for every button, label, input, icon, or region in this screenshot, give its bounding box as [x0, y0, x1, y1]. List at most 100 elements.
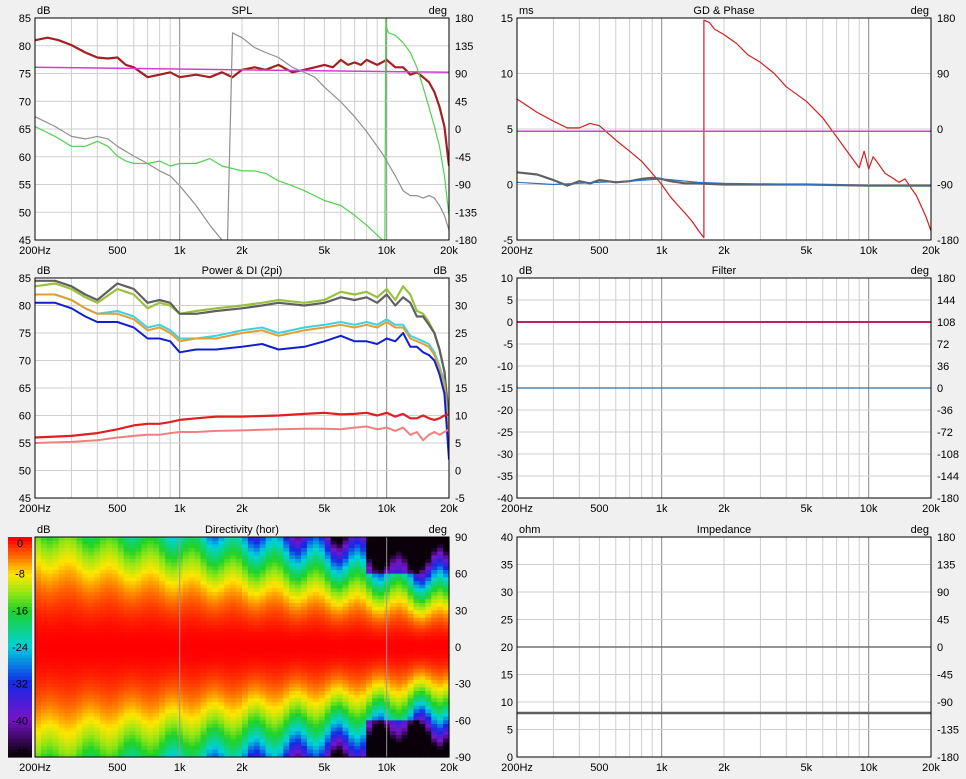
heatmap-cell	[123, 753, 131, 758]
heatmap-cell	[218, 621, 225, 626]
y-tick-label: 20	[501, 642, 513, 654]
heatmap-cell	[271, 606, 279, 611]
heatmap-cell	[230, 643, 237, 648]
heatmap-cell	[40, 537, 48, 542]
heatmap-cell	[70, 720, 77, 725]
heatmap-cell	[230, 742, 237, 747]
heatmap-cell	[105, 562, 113, 567]
heatmap-cell	[277, 669, 284, 674]
heatmap-cell	[165, 654, 172, 659]
heatmap-cell	[58, 544, 66, 549]
heatmap-cell	[82, 650, 89, 655]
heatmap-cell	[401, 687, 409, 692]
heatmap-cell	[58, 566, 66, 571]
heatmap-cell	[224, 570, 231, 575]
heatmap-cell	[318, 614, 326, 619]
heatmap-cell	[271, 702, 279, 707]
heatmap-cell	[295, 720, 302, 725]
y-tick-label: 80	[19, 41, 31, 53]
heatmap-cell	[348, 661, 355, 666]
heatmap-cell	[247, 731, 255, 736]
heatmap-cell	[111, 540, 119, 545]
heatmap-cell	[419, 599, 426, 604]
heatmap-cell	[425, 551, 432, 556]
heatmap-cell	[401, 584, 409, 589]
heatmap-cell	[206, 709, 214, 714]
heatmap-cell	[58, 540, 66, 545]
heatmap-cell	[230, 749, 237, 754]
heatmap-cell	[58, 702, 66, 707]
heatmap-cell	[40, 581, 48, 586]
heatmap-cell	[76, 555, 83, 560]
heatmap-cell	[372, 724, 379, 729]
heatmap-cell	[123, 628, 131, 633]
heatmap-cell	[366, 599, 373, 604]
heatmap-cell	[312, 727, 320, 732]
heatmap-cell	[40, 614, 48, 619]
heatmap-cell	[318, 647, 326, 652]
heatmap-cell	[182, 687, 190, 692]
heatmap-cell	[253, 628, 261, 633]
heatmap-cell	[253, 625, 261, 630]
heatmap-cell	[277, 650, 284, 655]
heatmap-cell	[188, 709, 196, 714]
heatmap-cell	[383, 584, 391, 589]
heatmap-cell	[88, 658, 95, 663]
heatmap-cell	[312, 599, 320, 604]
heatmap-cell	[395, 680, 403, 685]
heatmap-cell	[70, 724, 77, 729]
heatmap-cell	[64, 694, 72, 699]
heatmap-cell	[188, 566, 196, 571]
heatmap-cell	[147, 599, 154, 604]
heatmap-cell	[372, 661, 379, 666]
heatmap-cell	[159, 713, 166, 718]
heatmap-cell	[312, 592, 320, 597]
heatmap-cell	[111, 672, 119, 677]
heatmap-cell	[372, 595, 379, 600]
heatmap-cell	[253, 694, 261, 699]
heatmap-cell	[153, 716, 160, 721]
heatmap-cell	[413, 610, 421, 615]
heatmap-cell	[218, 632, 225, 637]
heatmap-cell	[265, 691, 273, 696]
heatmap-cell	[64, 753, 72, 758]
heatmap-cell	[159, 731, 166, 736]
heatmap-cell	[307, 584, 314, 589]
heatmap-cell	[165, 636, 172, 641]
heatmap-cell	[301, 669, 308, 674]
heatmap-cell	[312, 716, 320, 721]
heatmap-cell	[413, 705, 421, 710]
heatmap-cell	[88, 716, 95, 721]
heatmap-cell	[230, 639, 237, 644]
heatmap-cell	[407, 592, 415, 597]
heatmap-cell	[194, 551, 202, 556]
heatmap-cell	[153, 727, 160, 732]
series-line-6	[35, 425, 449, 444]
heatmap-cell	[354, 713, 361, 718]
colorbar-cell	[8, 731, 32, 736]
heatmap-cell	[443, 753, 450, 758]
heatmap-cell	[342, 698, 350, 703]
heatmap-cell	[289, 676, 296, 681]
heatmap-cell	[247, 687, 255, 692]
heatmap-cell	[111, 555, 119, 560]
heatmap-cell	[82, 621, 89, 626]
heatmap-cell	[135, 636, 143, 641]
heatmap-cell	[218, 544, 225, 549]
heatmap-cell	[395, 581, 403, 586]
heatmap-cell	[206, 581, 214, 586]
heatmap-cell	[141, 599, 148, 604]
heatmap-cell	[395, 661, 403, 666]
heatmap-cell	[105, 628, 113, 633]
heatmap-cell	[129, 746, 137, 751]
heatmap-cell	[389, 661, 397, 666]
heatmap-cell	[76, 742, 83, 747]
heatmap-cell	[224, 606, 231, 611]
heatmap-cell	[200, 614, 208, 619]
heatmap-cell	[307, 661, 314, 666]
heatmap-cell	[253, 647, 261, 652]
heatmap-cell	[236, 702, 243, 707]
heatmap-cell	[194, 639, 202, 644]
heatmap-cell	[230, 680, 237, 685]
heatmap-cell	[129, 683, 137, 688]
